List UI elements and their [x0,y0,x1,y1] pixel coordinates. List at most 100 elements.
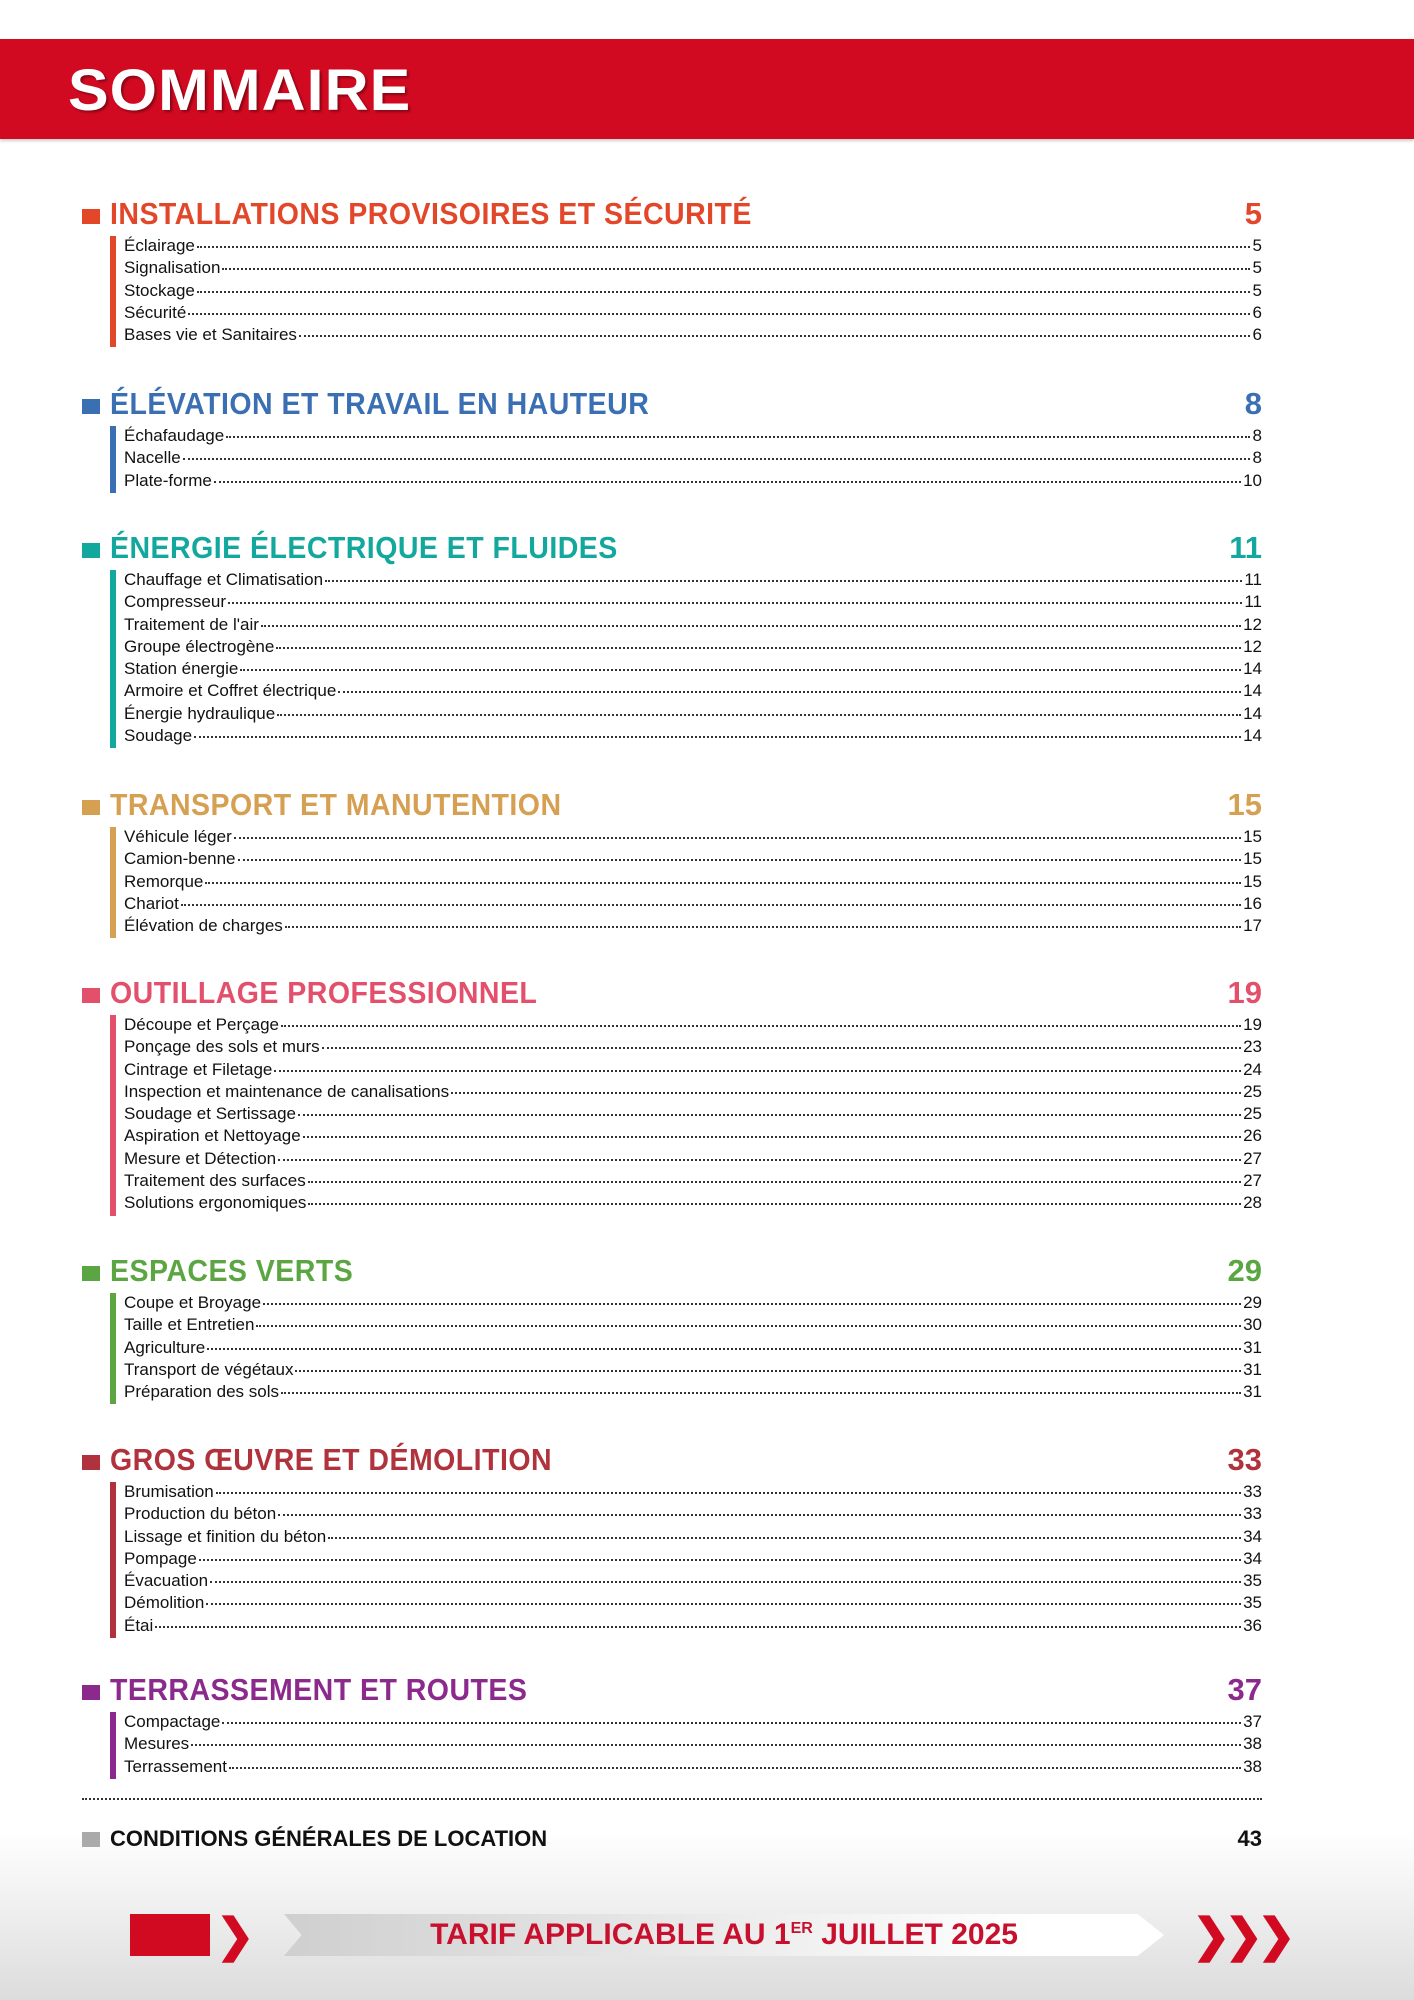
item-label: Bases vie et Sanitaires [124,325,297,345]
toc-item[interactable]: Armoire et Coffret électrique 14 [124,681,1262,703]
toc-item[interactable]: Évacuation 35 [124,1571,1262,1593]
toc-item[interactable]: Bases vie et Sanitaires 6 [124,325,1262,347]
toc-item[interactable]: Terrassement 38 [124,1757,1262,1779]
item-label: Production du béton [124,1504,277,1524]
section-heading[interactable]: GROS ŒUVRE ET DÉMOLITION 33 [82,1442,1262,1482]
toc-item[interactable]: Stockage 5 [124,281,1262,303]
item-label: Soudage [124,726,193,746]
dot-leader [302,1136,1242,1139]
item-page: 12 [1243,614,1262,634]
page-title: SOMMAIRE [68,58,412,123]
conditions-title: CONDITIONS GÉNÉRALES DE LOCATION [110,1826,548,1851]
toc-section: OUTILLAGE PROFESSIONNEL 19 Découpe et Pe… [82,975,1262,1216]
item-page: 14 [1243,681,1262,701]
item-label: Compactage [124,1712,221,1731]
section-heading[interactable]: TERRASSEMENT ET ROUTES 37 [82,1672,1262,1712]
section-page: 8 [1244,386,1262,421]
toc-item[interactable]: Production du béton 33 [124,1504,1262,1526]
section-heading[interactable]: TRANSPORT ET MANUTENTION 15 [82,787,1262,827]
item-page: 16 [1243,893,1262,913]
toc-item[interactable]: Chariot 16 [124,894,1262,916]
toc-item[interactable]: Coupe et Broyage 29 [124,1293,1262,1315]
item-page: 28 [1243,1193,1262,1213]
bullet-square-icon [82,988,100,1003]
toc-item[interactable]: Brumisation 33 [124,1482,1262,1504]
toc-item[interactable]: Soudage et Sertissage 25 [124,1104,1262,1126]
toc-section: TERRASSEMENT ET ROUTES 37 Compactage 37 … [82,1672,1262,1779]
toc-item[interactable]: Cintrage et Filetage 24 [124,1060,1262,1082]
section-heading[interactable]: ÉNERGIE ÉLECTRIQUE ET FLUIDES 11 [82,530,1262,570]
item-label: Échafaudage [124,426,225,445]
toc-item[interactable]: Compresseur 11 [124,592,1262,614]
toc-item[interactable]: Nacelle 8 [124,448,1262,470]
section-items: Brumisation 33 Production du béton 33 Li… [110,1482,1262,1639]
toc-item[interactable]: Pompage 34 [124,1549,1262,1571]
dot-leader [298,1114,1242,1117]
section-title: TRANSPORT ET MANUTENTION [110,787,562,822]
toc-item[interactable]: Traitement de l'air 12 [124,615,1262,637]
dot-leader [281,1025,1242,1027]
conditions-entry[interactable]: CONDITIONS GÉNÉRALES DE LOCATION 43 [82,1826,1262,1852]
dot-leader [228,602,1243,605]
toc-item[interactable]: Groupe électrogène 12 [124,637,1262,659]
item-label: Découpe et Perçage [124,1015,279,1034]
item-page: 8 [1252,426,1262,445]
dot-leader [325,580,1243,582]
toc-item[interactable]: Solutions ergonomiques 28 [124,1193,1262,1215]
item-label: Cintrage et Filetage [124,1059,273,1079]
toc-item[interactable]: Remorque 15 [124,872,1262,894]
toc-item[interactable]: Camion-benne 15 [124,849,1262,871]
toc-section: GROS ŒUVRE ET DÉMOLITION 33 Brumisation … [82,1442,1262,1639]
toc-item[interactable]: Transport de végétaux 31 [124,1360,1262,1382]
item-label: Préparation des sols [124,1382,279,1402]
item-label: Transport de végétaux [124,1359,294,1379]
section-heading[interactable]: ÉLÉVATION ET TRAVAIL EN HAUTEUR 8 [82,386,1262,426]
section-heading[interactable]: INSTALLATIONS PROVISOIRES ET SÉCURITÉ 5 [82,196,1262,236]
toc-item[interactable]: Taille et Entretien 30 [124,1315,1262,1337]
toc-item[interactable]: Ponçage des sols et murs 23 [124,1037,1262,1059]
toc-item[interactable]: Préparation des sols 31 [124,1382,1262,1404]
dot-leader [263,1303,1242,1305]
toc-item[interactable]: Véhicule léger 15 [124,827,1262,849]
toc-item[interactable]: Étai 36 [124,1616,1262,1638]
toc-item[interactable]: Chauffage et Climatisation 11 [124,570,1262,592]
toc-item[interactable]: Signalisation 5 [124,258,1262,280]
dot-leader [295,1369,1242,1372]
toc-item[interactable]: Élévation de charges 17 [124,916,1262,938]
toc-item[interactable]: Agriculture 31 [124,1338,1262,1360]
section-items: Compactage 37 Mesures 38 Terrassement 38 [110,1712,1262,1779]
toc-item[interactable]: Démolition 35 [124,1593,1262,1615]
item-label: Énergie hydraulique [124,703,276,723]
item-label: Traitement de l'air [124,614,259,634]
toc-item[interactable]: Station énergie 14 [124,659,1262,681]
toc-item[interactable]: Énergie hydraulique 14 [124,704,1262,726]
toc-item[interactable]: Traitement des surfaces 27 [124,1171,1262,1193]
toc-item[interactable]: Échafaudage 8 [124,426,1262,448]
item-label: Étai [124,1615,154,1635]
item-label: Brumisation [124,1482,214,1501]
item-label: Armoire et Coffret électrique [124,681,337,701]
toc-item[interactable]: Soudage 14 [124,726,1262,748]
toc-item[interactable]: Compactage 37 [124,1712,1262,1734]
item-page: 15 [1243,871,1262,891]
toc-item[interactable]: Inspection et maintenance de canalisatio… [124,1082,1262,1104]
item-label: Plate-forme [124,470,212,490]
toc-item[interactable]: Lissage et finition du béton 34 [124,1527,1262,1549]
toc-item[interactable]: Mesures 38 [124,1734,1262,1756]
dot-leader [233,837,1242,839]
toc-item[interactable]: Sécurité 6 [124,303,1262,325]
section-heading[interactable]: ESPACES VERTS 29 [82,1253,1262,1293]
toc-item[interactable]: Aspiration et Nettoyage 26 [124,1126,1262,1148]
item-page: 33 [1243,1504,1262,1524]
item-page: 12 [1243,636,1262,656]
toc-item[interactable]: Éclairage 5 [124,236,1262,258]
item-label: Station énergie [124,659,239,679]
toc-item[interactable]: Plate-forme 10 [124,471,1262,493]
section-page: 15 [1227,787,1262,822]
section-page: 33 [1227,1442,1262,1477]
toc-item[interactable]: Découpe et Perçage 19 [124,1015,1262,1037]
item-page: 36 [1243,1615,1262,1635]
section-heading[interactable]: OUTILLAGE PROFESSIONNEL 19 [82,975,1262,1015]
toc-item[interactable]: Mesure et Détection 27 [124,1149,1262,1171]
toc-section: ESPACES VERTS 29 Coupe et Broyage 29 Tai… [82,1253,1262,1405]
